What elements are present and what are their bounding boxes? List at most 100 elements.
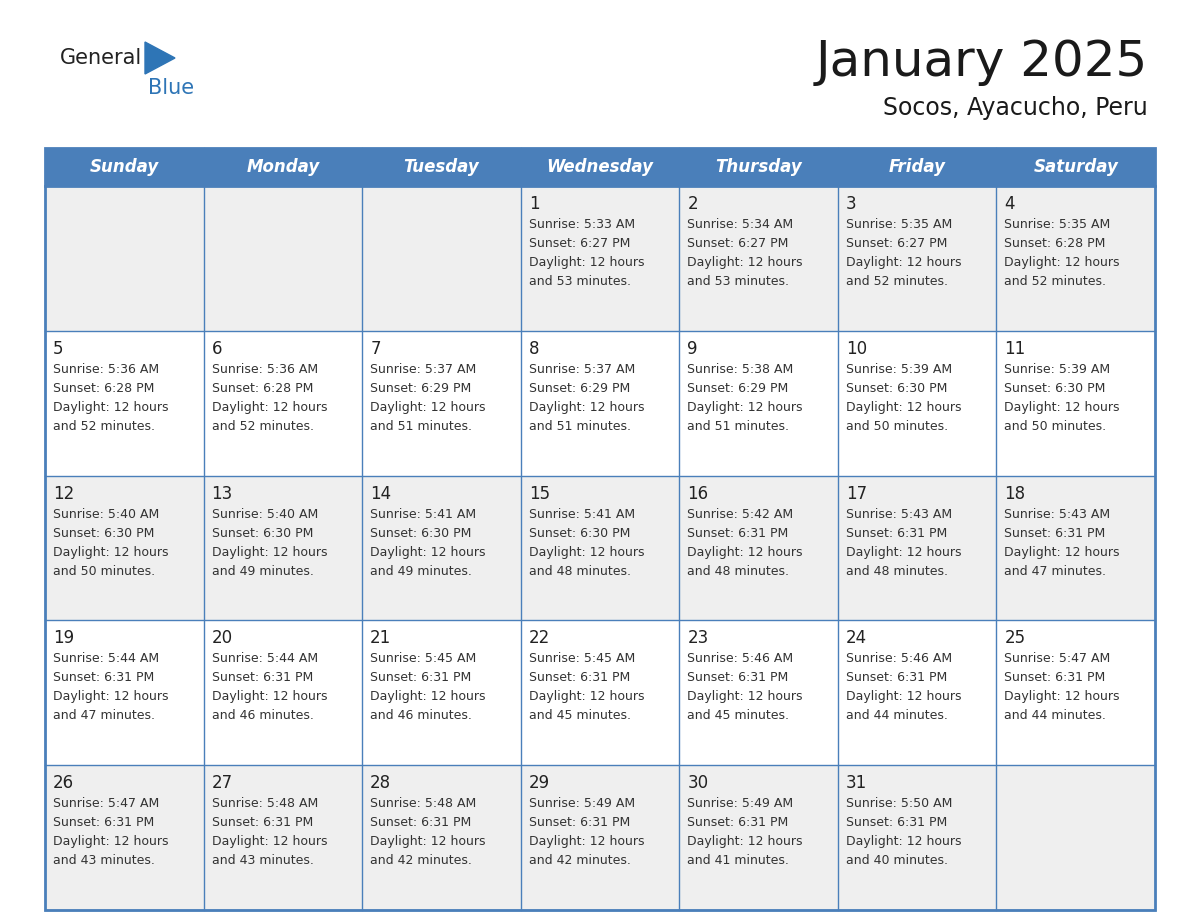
Text: Sunset: 6:29 PM: Sunset: 6:29 PM xyxy=(371,382,472,395)
Text: Daylight: 12 hours: Daylight: 12 hours xyxy=(846,256,961,269)
Text: Sunset: 6:31 PM: Sunset: 6:31 PM xyxy=(211,816,312,829)
Text: 4: 4 xyxy=(1004,195,1015,213)
Text: Daylight: 12 hours: Daylight: 12 hours xyxy=(53,401,169,414)
Text: Sunset: 6:31 PM: Sunset: 6:31 PM xyxy=(846,527,947,540)
Text: Sunrise: 5:45 AM: Sunrise: 5:45 AM xyxy=(529,653,634,666)
Text: 7: 7 xyxy=(371,340,380,358)
Bar xyxy=(45,186,1155,330)
Text: Sunset: 6:27 PM: Sunset: 6:27 PM xyxy=(846,237,947,250)
Text: Daylight: 12 hours: Daylight: 12 hours xyxy=(846,545,961,558)
Text: Daylight: 12 hours: Daylight: 12 hours xyxy=(371,690,486,703)
Text: 6: 6 xyxy=(211,340,222,358)
Text: Daylight: 12 hours: Daylight: 12 hours xyxy=(529,835,644,848)
Text: Sunrise: 5:46 AM: Sunrise: 5:46 AM xyxy=(846,653,952,666)
Text: and 43 minutes.: and 43 minutes. xyxy=(53,855,154,868)
Text: Sunrise: 5:44 AM: Sunrise: 5:44 AM xyxy=(53,653,159,666)
Text: Daylight: 12 hours: Daylight: 12 hours xyxy=(529,256,644,269)
Text: 5: 5 xyxy=(53,340,63,358)
Text: Daylight: 12 hours: Daylight: 12 hours xyxy=(846,690,961,703)
Text: Sunset: 6:31 PM: Sunset: 6:31 PM xyxy=(688,816,789,829)
Text: Sunrise: 5:40 AM: Sunrise: 5:40 AM xyxy=(53,508,159,521)
Text: 10: 10 xyxy=(846,340,867,358)
Text: and 52 minutes.: and 52 minutes. xyxy=(1004,275,1106,288)
Text: and 52 minutes.: and 52 minutes. xyxy=(846,275,948,288)
Text: and 46 minutes.: and 46 minutes. xyxy=(371,710,472,722)
Text: Sunset: 6:31 PM: Sunset: 6:31 PM xyxy=(688,671,789,685)
Text: Daylight: 12 hours: Daylight: 12 hours xyxy=(1004,690,1120,703)
Text: Sunset: 6:31 PM: Sunset: 6:31 PM xyxy=(371,671,472,685)
Text: Sunrise: 5:37 AM: Sunrise: 5:37 AM xyxy=(371,363,476,375)
Text: Daylight: 12 hours: Daylight: 12 hours xyxy=(211,690,327,703)
Bar xyxy=(45,148,1155,186)
Text: and 48 minutes.: and 48 minutes. xyxy=(529,565,631,577)
Text: 26: 26 xyxy=(53,774,74,792)
Text: and 44 minutes.: and 44 minutes. xyxy=(1004,710,1106,722)
Text: Sunrise: 5:50 AM: Sunrise: 5:50 AM xyxy=(846,797,953,811)
Text: and 47 minutes.: and 47 minutes. xyxy=(53,710,154,722)
Text: 23: 23 xyxy=(688,630,708,647)
Text: 14: 14 xyxy=(371,485,391,502)
Text: and 41 minutes.: and 41 minutes. xyxy=(688,855,789,868)
Text: Sunset: 6:30 PM: Sunset: 6:30 PM xyxy=(371,527,472,540)
Text: Daylight: 12 hours: Daylight: 12 hours xyxy=(211,835,327,848)
Text: Sunset: 6:27 PM: Sunset: 6:27 PM xyxy=(688,237,789,250)
Text: Sunrise: 5:44 AM: Sunrise: 5:44 AM xyxy=(211,653,317,666)
Text: Sunrise: 5:39 AM: Sunrise: 5:39 AM xyxy=(1004,363,1111,375)
Text: 17: 17 xyxy=(846,485,867,502)
Text: Daylight: 12 hours: Daylight: 12 hours xyxy=(688,690,803,703)
Text: Sunrise: 5:35 AM: Sunrise: 5:35 AM xyxy=(1004,218,1111,231)
Text: Sunrise: 5:47 AM: Sunrise: 5:47 AM xyxy=(53,797,159,811)
Bar xyxy=(45,148,1155,910)
Text: Daylight: 12 hours: Daylight: 12 hours xyxy=(211,545,327,558)
Text: Sunrise: 5:49 AM: Sunrise: 5:49 AM xyxy=(688,797,794,811)
Text: Sunday: Sunday xyxy=(89,158,159,176)
Text: and 50 minutes.: and 50 minutes. xyxy=(1004,420,1106,432)
Text: 20: 20 xyxy=(211,630,233,647)
Text: Sunset: 6:30 PM: Sunset: 6:30 PM xyxy=(846,382,947,395)
Text: Sunrise: 5:47 AM: Sunrise: 5:47 AM xyxy=(1004,653,1111,666)
Text: Monday: Monday xyxy=(246,158,320,176)
Bar xyxy=(45,476,1155,621)
Text: Daylight: 12 hours: Daylight: 12 hours xyxy=(1004,545,1120,558)
Text: and 43 minutes.: and 43 minutes. xyxy=(211,855,314,868)
Text: Daylight: 12 hours: Daylight: 12 hours xyxy=(846,835,961,848)
Text: and 45 minutes.: and 45 minutes. xyxy=(688,710,789,722)
Text: Sunset: 6:30 PM: Sunset: 6:30 PM xyxy=(1004,382,1106,395)
Text: Sunrise: 5:38 AM: Sunrise: 5:38 AM xyxy=(688,363,794,375)
Text: Sunrise: 5:35 AM: Sunrise: 5:35 AM xyxy=(846,218,952,231)
Text: Sunset: 6:28 PM: Sunset: 6:28 PM xyxy=(211,382,312,395)
Text: 16: 16 xyxy=(688,485,708,502)
Text: and 42 minutes.: and 42 minutes. xyxy=(529,855,631,868)
Text: Daylight: 12 hours: Daylight: 12 hours xyxy=(53,545,169,558)
Text: Daylight: 12 hours: Daylight: 12 hours xyxy=(1004,256,1120,269)
Text: Daylight: 12 hours: Daylight: 12 hours xyxy=(211,401,327,414)
Bar xyxy=(45,330,1155,476)
Text: 8: 8 xyxy=(529,340,539,358)
Text: Daylight: 12 hours: Daylight: 12 hours xyxy=(1004,401,1120,414)
Text: 18: 18 xyxy=(1004,485,1025,502)
Text: 3: 3 xyxy=(846,195,857,213)
Text: and 52 minutes.: and 52 minutes. xyxy=(53,420,154,432)
Text: 22: 22 xyxy=(529,630,550,647)
Text: Sunset: 6:31 PM: Sunset: 6:31 PM xyxy=(529,671,630,685)
Text: Sunset: 6:29 PM: Sunset: 6:29 PM xyxy=(529,382,630,395)
Bar xyxy=(45,621,1155,766)
Text: and 51 minutes.: and 51 minutes. xyxy=(371,420,472,432)
Text: Sunrise: 5:48 AM: Sunrise: 5:48 AM xyxy=(371,797,476,811)
Text: 24: 24 xyxy=(846,630,867,647)
Text: and 47 minutes.: and 47 minutes. xyxy=(1004,565,1106,577)
Text: and 50 minutes.: and 50 minutes. xyxy=(846,420,948,432)
Text: Socos, Ayacucho, Peru: Socos, Ayacucho, Peru xyxy=(883,96,1148,120)
Text: Sunrise: 5:37 AM: Sunrise: 5:37 AM xyxy=(529,363,634,375)
Text: Sunset: 6:30 PM: Sunset: 6:30 PM xyxy=(211,527,312,540)
Text: Sunrise: 5:48 AM: Sunrise: 5:48 AM xyxy=(211,797,318,811)
Text: 12: 12 xyxy=(53,485,74,502)
Text: Friday: Friday xyxy=(889,158,946,176)
Text: 11: 11 xyxy=(1004,340,1025,358)
Text: and 45 minutes.: and 45 minutes. xyxy=(529,710,631,722)
Text: Daylight: 12 hours: Daylight: 12 hours xyxy=(688,401,803,414)
Text: Sunrise: 5:46 AM: Sunrise: 5:46 AM xyxy=(688,653,794,666)
Text: Sunrise: 5:41 AM: Sunrise: 5:41 AM xyxy=(371,508,476,521)
Text: Daylight: 12 hours: Daylight: 12 hours xyxy=(529,690,644,703)
Text: Sunset: 6:27 PM: Sunset: 6:27 PM xyxy=(529,237,630,250)
